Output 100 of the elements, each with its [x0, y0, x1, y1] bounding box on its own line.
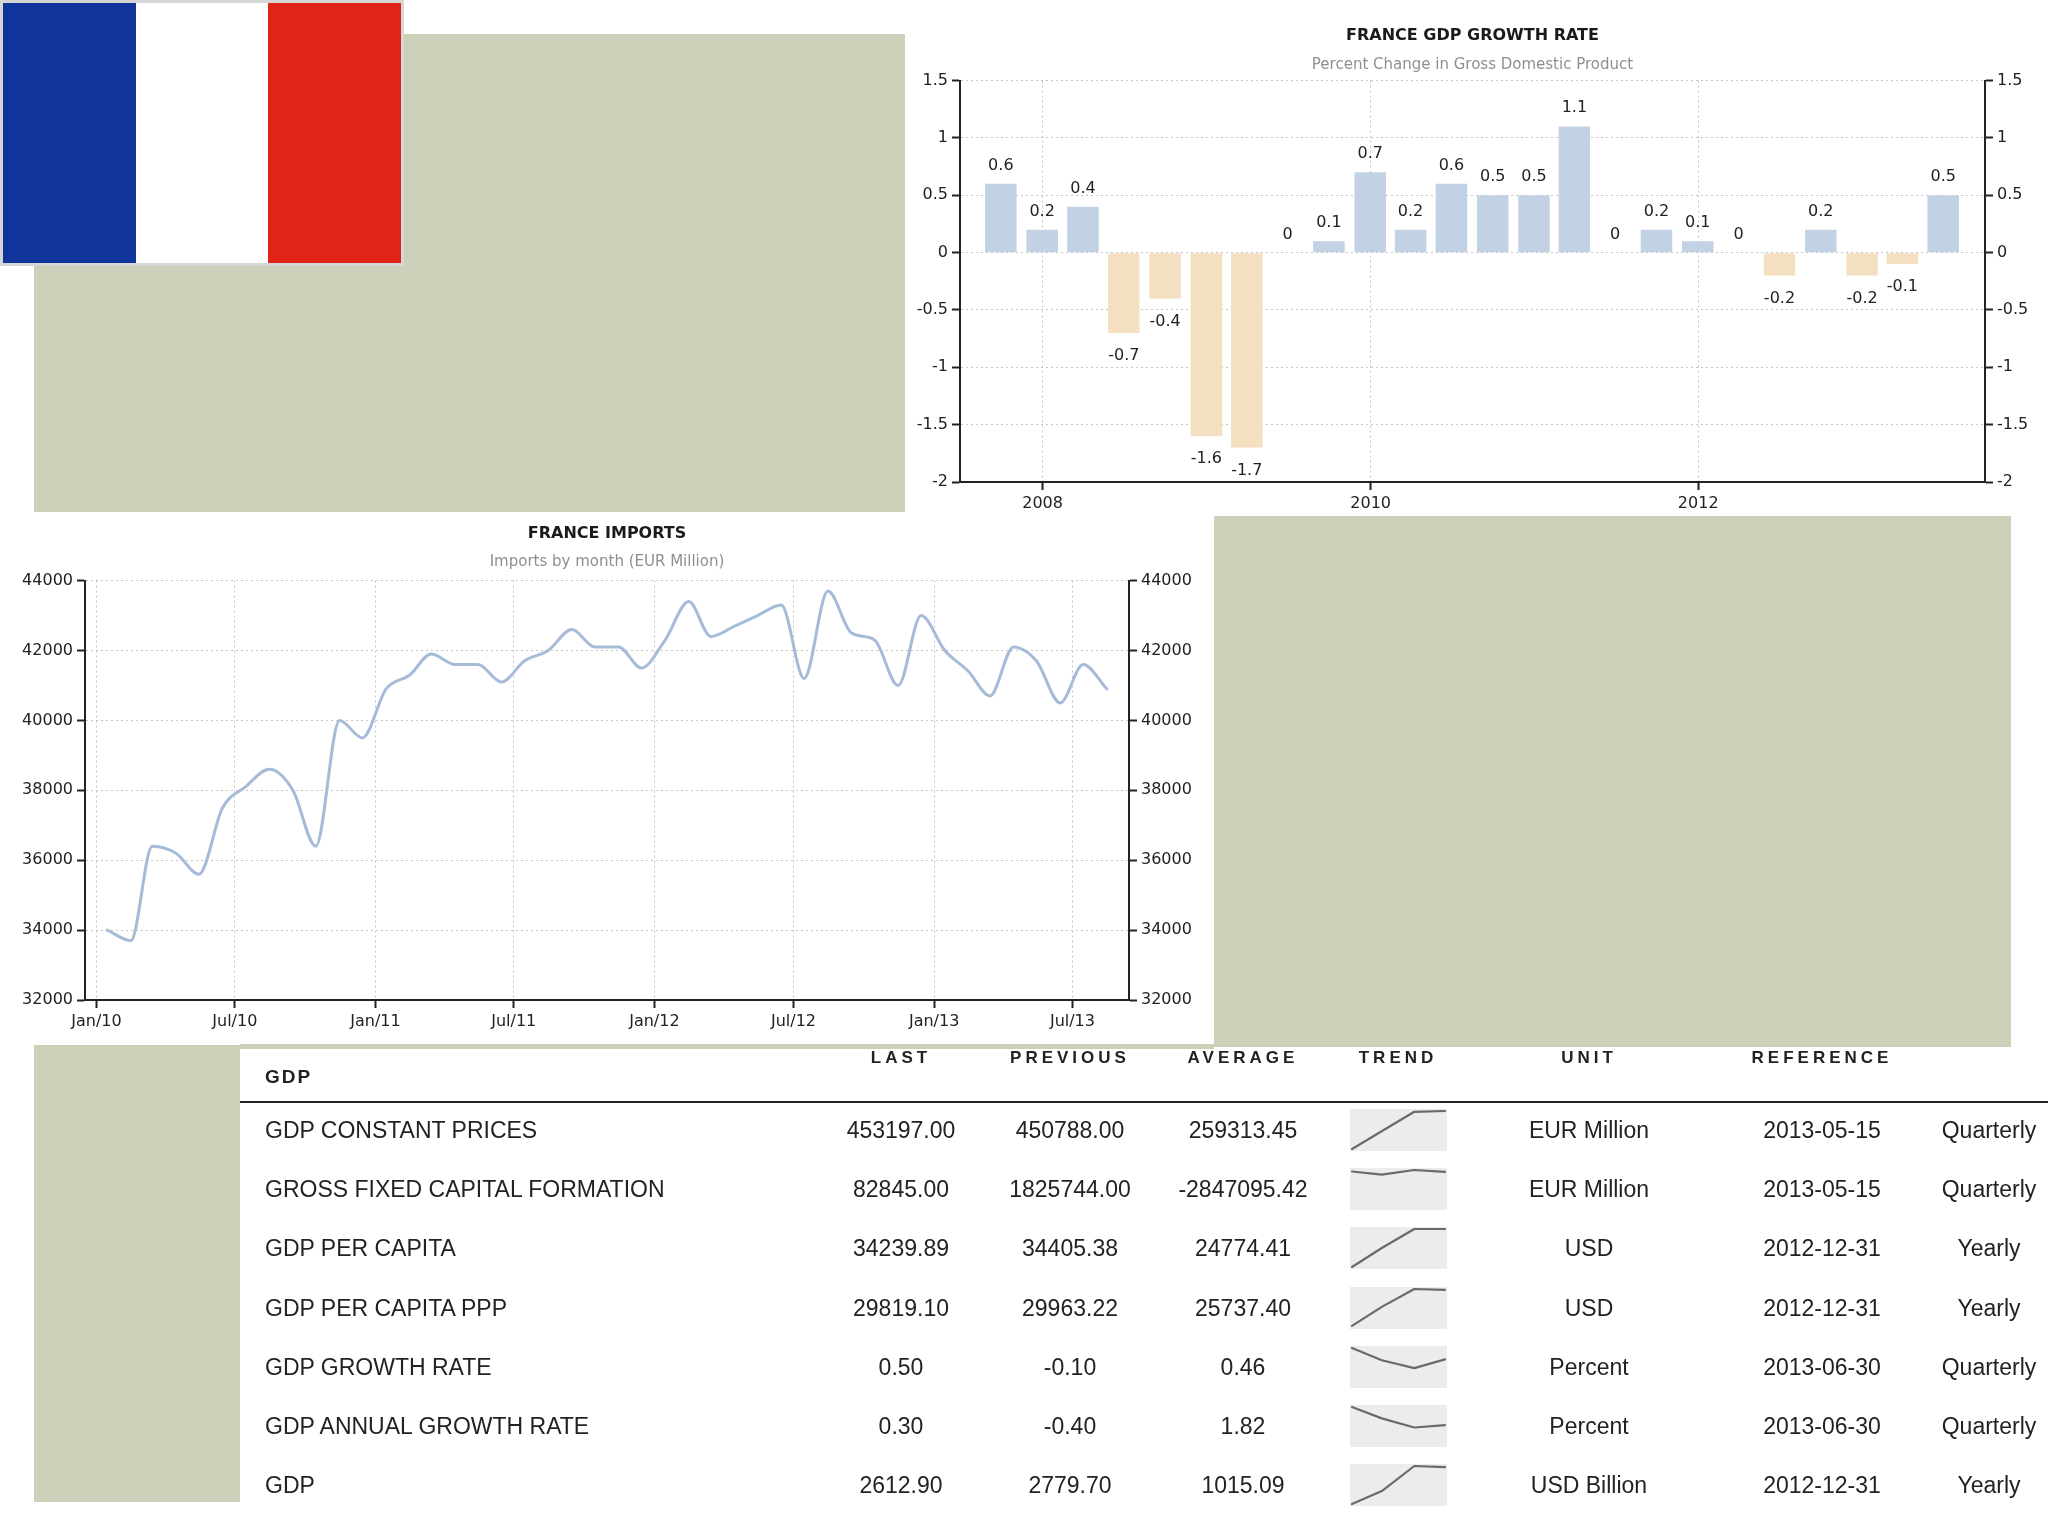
bar [1927, 195, 1960, 253]
data-label: 2013-05-15 [1762, 1175, 1882, 1204]
data-label: 0 [1733, 223, 1744, 243]
data-label: 1.1 [1561, 97, 1588, 117]
data-label: 453197.00 [845, 1116, 957, 1144]
y2-tick-label: 0.5 [1997, 184, 2023, 204]
y2-tick-label: -0.5 [1997, 299, 2029, 319]
x-tick-label: Jan/12 [628, 1010, 680, 1030]
y2-tick-label: 42000 [1141, 639, 1192, 659]
y-tick-label: -1 [932, 356, 948, 376]
data-label: 2012-12-31 [1762, 1234, 1882, 1263]
y-tick-label: 1 [937, 127, 948, 147]
x-tick-label: Jan/13 [907, 1010, 960, 1030]
data-label: Yearly [1956, 1293, 2022, 1322]
bar [1149, 253, 1181, 299]
bar [1394, 229, 1427, 253]
text: GDP [265, 1065, 313, 1089]
bar [1558, 126, 1591, 253]
text: LAST [870, 1048, 932, 1067]
category-label: GDP [265, 1471, 315, 1500]
y2-tick-label: 44000 [1141, 569, 1192, 589]
data-label: 2779.70 [1027, 1471, 1113, 1500]
data-label: 0.1 [1316, 212, 1342, 232]
data-label: 450788.00 [1014, 1116, 1126, 1144]
y-tick-label: -1.5 [916, 413, 948, 433]
category-label: GROSS FIXED CAPITAL FORMATION [265, 1175, 665, 1204]
data-label: -1.6 [1190, 448, 1222, 468]
data-label: Yearly [1956, 1234, 2022, 1263]
y2-tick-label: -2 [1997, 471, 2013, 491]
data-label: 2013-05-15 [1762, 1116, 1882, 1144]
data-label: 0.6 [988, 154, 1014, 174]
x-tick-label: Jan/10 [70, 1010, 122, 1030]
bar [1763, 253, 1796, 276]
x-tick-label: Jul/13 [1048, 1010, 1095, 1030]
bar [1354, 172, 1386, 253]
data-label: 0.5 [1521, 166, 1547, 186]
data-label: 0.5 [1479, 166, 1506, 186]
data-label: 2013-06-30 [1762, 1352, 1882, 1381]
bar [1846, 253, 1878, 276]
x-tick-label: 2012 [1677, 492, 1719, 512]
y2-tick-label: 1 [1997, 127, 2008, 147]
bar [1805, 229, 1837, 253]
line-series [105, 589, 1109, 943]
data-label: Percent [1548, 1412, 1630, 1440]
data-label: Quarterly [1940, 1412, 2038, 1440]
bar [1435, 183, 1468, 253]
data-label: 34239.89 [852, 1234, 950, 1263]
y-tick-label: 0.5 [922, 184, 948, 204]
data-label: 0 [1610, 223, 1621, 243]
data-label: Quarterly [1940, 1352, 2038, 1381]
bar [1067, 206, 1099, 253]
data-label: -0.7 [1108, 345, 1140, 365]
x-tick-label: Jan/11 [349, 1010, 401, 1030]
data-label: 0.2 [1029, 200, 1055, 220]
data-label: Quarterly [1940, 1116, 2038, 1144]
data-label: 0.7 [1357, 143, 1383, 163]
y-tick-label: 44000 [22, 569, 73, 589]
data-label: -1.7 [1231, 459, 1263, 479]
data-label: 25737.40 [1194, 1293, 1292, 1322]
bar [1026, 229, 1058, 253]
x-tick-label: Jul/10 [211, 1010, 258, 1030]
y-tick-label: 38000 [22, 779, 73, 799]
data-label: 0.30 [877, 1412, 925, 1440]
data-label: -0.10 [1042, 1352, 1098, 1381]
data-label: 2013-06-30 [1762, 1412, 1882, 1440]
y-tick-label: 1.5 [922, 69, 948, 89]
y2-tick-label: 38000 [1141, 779, 1192, 799]
y2-tick-label: -1 [1997, 356, 2013, 376]
data-label: -0.4 [1149, 310, 1181, 330]
y2-tick-label: 1.5 [1997, 69, 2023, 89]
data-label: 0.1 [1685, 212, 1711, 232]
category-label: GDP PER CAPITA [265, 1234, 456, 1263]
y-tick-label: 42000 [22, 639, 73, 659]
data-label: 1015.09 [1200, 1471, 1286, 1500]
data-label: 24774.41 [1194, 1234, 1292, 1263]
y-tick-label: 0 [937, 241, 948, 261]
data-label: EUR Million [1527, 1175, 1651, 1204]
data-label: 2612.90 [858, 1471, 944, 1500]
data-label: -0.40 [1042, 1412, 1098, 1440]
y-tick-label: -2 [932, 471, 948, 491]
chart-title: FRANCE GDP GROWTH RATE [1346, 25, 1599, 45]
y2-tick-label: 32000 [1141, 989, 1192, 1009]
bar [1231, 253, 1263, 448]
data-label: 0.2 [1397, 200, 1424, 220]
y2-tick-label: 34000 [1141, 919, 1192, 939]
y2-tick-label: 0 [1997, 241, 2008, 261]
y2-tick-label: -1.5 [1997, 413, 2029, 433]
y-tick-label: 40000 [22, 709, 73, 729]
data-label: USD [1563, 1293, 1615, 1322]
data-label: -0.1 [1886, 276, 1919, 296]
category-label: GDP ANNUAL GROWTH RATE [265, 1412, 590, 1440]
data-label: 29963.22 [1021, 1293, 1119, 1322]
data-label: 0.4 [1070, 177, 1096, 197]
category-label: GDP PER CAPITA PPP [265, 1293, 508, 1322]
text: AVERAGE [1187, 1048, 1299, 1067]
data-label: -0.2 [1763, 287, 1796, 307]
y2-tick-label: 40000 [1141, 709, 1192, 729]
data-label: 0.50 [877, 1352, 925, 1381]
y-tick-label: -0.5 [916, 299, 948, 319]
data-label: -2847095.42 [1177, 1175, 1309, 1204]
